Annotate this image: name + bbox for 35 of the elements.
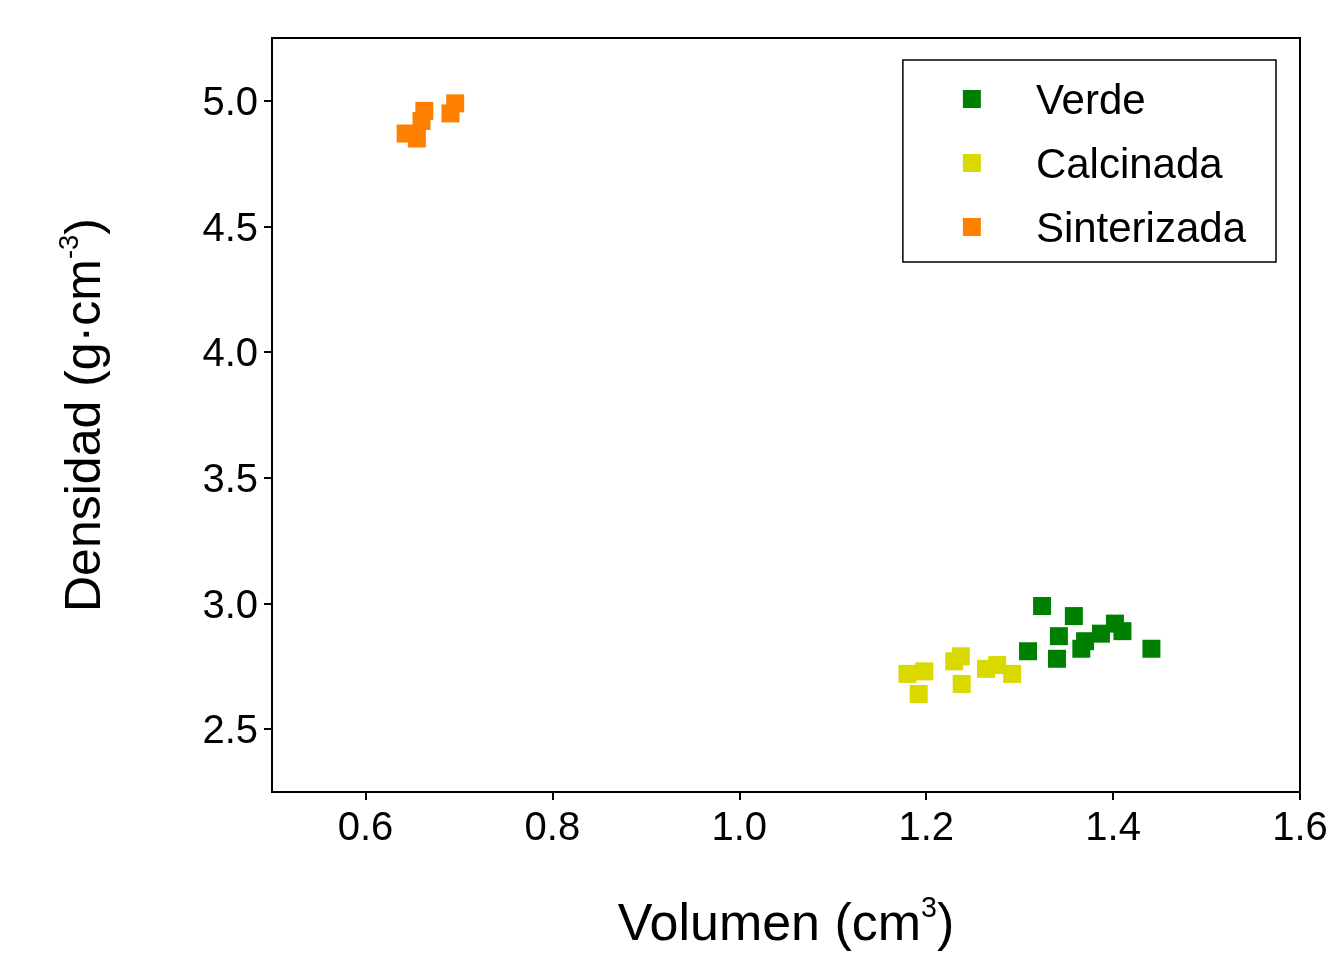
point xyxy=(407,129,426,148)
legend-label: Calcinada xyxy=(1035,139,1224,187)
legend-label: Verde xyxy=(1035,75,1146,123)
y-tick-label: 4.0 xyxy=(202,330,258,375)
point xyxy=(909,684,928,703)
point xyxy=(1091,624,1110,643)
point xyxy=(1076,632,1095,651)
point xyxy=(945,652,964,671)
y-tick-label: 2.5 xyxy=(202,707,258,752)
y-tick-label: 5.0 xyxy=(202,78,258,123)
legend-label: Sinterizada xyxy=(1035,203,1247,251)
y-tick-label: 3.0 xyxy=(202,581,258,626)
point xyxy=(446,94,465,113)
y-tick-label: 3.5 xyxy=(202,455,258,500)
x-tick-label: 1.6 xyxy=(1272,804,1328,848)
point xyxy=(1033,597,1052,616)
x-tick-label: 1.4 xyxy=(1085,804,1141,848)
point xyxy=(1048,649,1067,668)
point xyxy=(1019,642,1038,661)
point xyxy=(915,662,934,681)
x-tick-label: 0.6 xyxy=(337,804,394,848)
point xyxy=(1064,607,1083,626)
point xyxy=(988,656,1007,675)
y-axis-title: Densidad (g·cm-3) xyxy=(52,217,111,612)
x-tick-label: 1.2 xyxy=(898,804,954,848)
x-tick-label: 0.8 xyxy=(524,804,581,848)
point xyxy=(1049,627,1068,646)
x-tick-label: 1.0 xyxy=(711,804,768,848)
point xyxy=(952,674,971,693)
point xyxy=(1113,622,1132,641)
y-tick-label: 4.5 xyxy=(202,204,258,249)
point xyxy=(415,101,434,120)
point xyxy=(898,664,917,683)
point xyxy=(1142,639,1161,658)
point xyxy=(1003,664,1022,683)
